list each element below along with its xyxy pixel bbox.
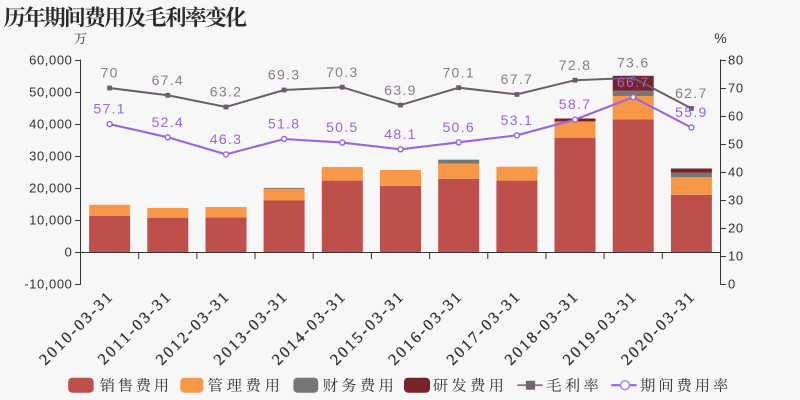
svg-text:52.4: 52.4 — [152, 114, 184, 130]
svg-text:70: 70 — [728, 81, 744, 96]
svg-text:0: 0 — [65, 245, 73, 260]
svg-text:70.3: 70.3 — [326, 64, 358, 80]
svg-text:20: 20 — [728, 221, 744, 236]
svg-text:80: 80 — [728, 53, 744, 68]
svg-text:51.8: 51.8 — [268, 116, 300, 132]
svg-text:50.6: 50.6 — [442, 119, 474, 135]
svg-text:53.1: 53.1 — [501, 112, 533, 128]
svg-text:40,000: 40,000 — [29, 117, 72, 132]
svg-text:70: 70 — [101, 65, 119, 81]
svg-text:72.8: 72.8 — [559, 57, 591, 73]
svg-text:40: 40 — [728, 165, 744, 180]
svg-text:63.9: 63.9 — [384, 82, 416, 98]
svg-text:57.1: 57.1 — [93, 101, 125, 117]
svg-text:50.5: 50.5 — [326, 119, 358, 135]
svg-text:20,000: 20,000 — [29, 181, 72, 196]
svg-text:60,000: 60,000 — [29, 53, 72, 68]
svg-text:63.2: 63.2 — [210, 84, 242, 100]
svg-text:50,000: 50,000 — [29, 85, 72, 100]
svg-text:58.7: 58.7 — [559, 96, 591, 112]
svg-text:60: 60 — [728, 109, 744, 124]
svg-text:69.3: 69.3 — [268, 67, 300, 83]
svg-text:%: % — [714, 30, 726, 46]
svg-text:48.1: 48.1 — [384, 126, 416, 142]
svg-text:50: 50 — [728, 137, 744, 152]
svg-text:10: 10 — [728, 249, 744, 264]
svg-text:30: 30 — [728, 193, 744, 208]
svg-text:70.1: 70.1 — [442, 64, 474, 80]
svg-text:-10,000: -10,000 — [24, 277, 72, 292]
svg-text:30,000: 30,000 — [29, 149, 72, 164]
svg-text:66.7: 66.7 — [617, 74, 649, 90]
svg-text:0: 0 — [728, 277, 736, 292]
svg-text:73.6: 73.6 — [617, 55, 649, 71]
svg-text:46.3: 46.3 — [210, 131, 242, 147]
svg-text:55.9: 55.9 — [675, 104, 707, 120]
svg-text:67.7: 67.7 — [501, 71, 533, 87]
svg-text:62.7: 62.7 — [675, 85, 707, 101]
svg-text:67.4: 67.4 — [152, 72, 184, 88]
svg-text:10,000: 10,000 — [29, 213, 72, 228]
